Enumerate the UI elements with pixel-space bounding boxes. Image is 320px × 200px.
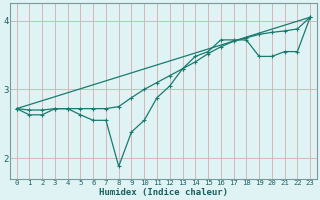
- X-axis label: Humidex (Indice chaleur): Humidex (Indice chaleur): [99, 188, 228, 197]
